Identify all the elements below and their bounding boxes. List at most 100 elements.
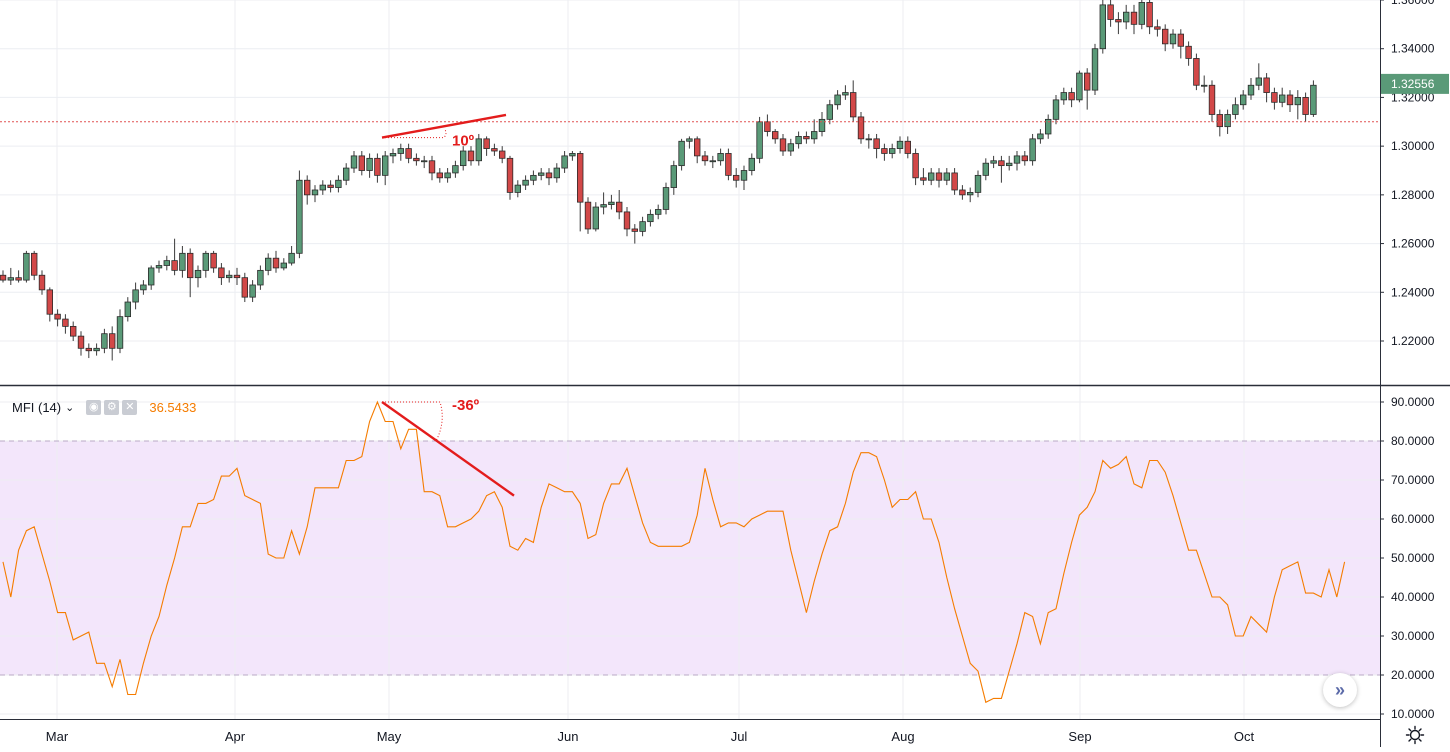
candle[interactable] <box>896 140 904 149</box>
candle[interactable] <box>397 148 404 154</box>
candle[interactable] <box>171 260 178 271</box>
candle[interactable] <box>280 262 287 269</box>
candle[interactable] <box>623 211 631 230</box>
candle[interactable] <box>920 177 927 181</box>
candle[interactable] <box>1255 77 1262 86</box>
candle[interactable] <box>850 92 857 118</box>
candle[interactable] <box>584 201 592 230</box>
candle[interactable] <box>709 160 716 163</box>
candle[interactable] <box>233 274 241 279</box>
candle[interactable] <box>163 260 170 266</box>
candle[interactable] <box>647 213 654 223</box>
candle[interactable] <box>327 184 334 188</box>
candle[interactable] <box>538 172 545 176</box>
candle[interactable] <box>631 228 638 232</box>
candle[interactable] <box>1123 11 1130 23</box>
candle[interactable] <box>1193 58 1200 86</box>
candle[interactable] <box>803 135 810 140</box>
candle[interactable] <box>1076 72 1083 101</box>
candle[interactable] <box>30 252 38 276</box>
candle[interactable] <box>420 160 428 163</box>
candle[interactable] <box>444 172 451 179</box>
candle[interactable] <box>545 172 553 179</box>
candle[interactable] <box>46 289 53 315</box>
candle[interactable] <box>77 335 85 349</box>
candle[interactable] <box>733 174 740 181</box>
candle[interactable] <box>288 252 295 264</box>
candle[interactable] <box>530 174 537 181</box>
candle[interactable] <box>459 150 467 167</box>
candle[interactable] <box>569 153 576 157</box>
candle[interactable] <box>179 252 186 271</box>
candle[interactable] <box>218 267 225 279</box>
candle[interactable] <box>857 116 865 140</box>
candle[interactable] <box>655 209 662 215</box>
candle[interactable] <box>826 104 833 120</box>
candle[interactable] <box>389 153 397 157</box>
candle[interactable] <box>662 187 670 210</box>
candle[interactable] <box>740 170 748 181</box>
candle[interactable] <box>366 157 373 171</box>
candle[interactable] <box>319 184 326 191</box>
scroll-to-realtime-button[interactable]: » <box>1323 673 1357 707</box>
candle[interactable] <box>600 204 607 208</box>
candle[interactable] <box>257 269 264 286</box>
candle[interactable] <box>1084 72 1091 91</box>
candle[interactable] <box>1130 11 1138 25</box>
candle[interactable] <box>225 274 233 279</box>
candle[interactable] <box>101 333 108 349</box>
candle[interactable] <box>811 131 818 140</box>
candle[interactable] <box>1115 19 1122 23</box>
candle[interactable] <box>452 165 459 174</box>
candle[interactable] <box>194 269 202 279</box>
candle[interactable] <box>186 252 194 279</box>
candle[interactable] <box>1201 84 1208 87</box>
candle[interactable] <box>124 301 131 318</box>
candle[interactable] <box>795 135 802 145</box>
candle[interactable] <box>15 277 22 281</box>
candle[interactable] <box>1021 155 1028 162</box>
eye-icon[interactable]: ◉ <box>86 399 102 415</box>
candle[interactable] <box>1240 94 1247 106</box>
candle[interactable] <box>1107 4 1114 20</box>
candle[interactable] <box>1162 28 1169 45</box>
candle[interactable] <box>834 94 841 106</box>
candle[interactable] <box>678 140 685 167</box>
candle[interactable] <box>787 143 794 152</box>
gear-icon[interactable]: ⚙ <box>104 399 120 415</box>
candle[interactable] <box>522 179 529 186</box>
candle[interactable] <box>413 157 420 162</box>
candle[interactable] <box>155 265 163 269</box>
candle[interactable] <box>873 138 880 149</box>
candle[interactable] <box>717 153 724 162</box>
candle[interactable] <box>725 153 732 176</box>
candle[interactable] <box>436 172 443 179</box>
candle[interactable] <box>1247 84 1255 96</box>
candle[interactable] <box>54 313 61 320</box>
candle[interactable] <box>951 172 958 191</box>
candle[interactable] <box>881 148 888 154</box>
mfi-legend[interactable]: MFI (14) ⌄ ◉ ⚙ ✕ 36.5433 <box>12 397 196 417</box>
candle[interactable] <box>1099 4 1106 50</box>
candle[interactable] <box>990 160 997 164</box>
candle[interactable] <box>1045 118 1052 135</box>
candle[interactable] <box>904 140 911 154</box>
mfi-legend-name[interactable]: MFI (14) <box>12 399 62 415</box>
candle[interactable] <box>381 155 389 176</box>
candle[interactable] <box>210 252 217 269</box>
candle[interactable] <box>959 189 966 196</box>
candle[interactable] <box>686 138 693 142</box>
candle[interactable] <box>1154 26 1161 30</box>
candle[interactable] <box>982 162 989 176</box>
candle[interactable] <box>1006 162 1013 167</box>
candle[interactable] <box>694 138 701 157</box>
candle[interactable] <box>928 172 935 181</box>
candle[interactable] <box>1279 94 1286 103</box>
candle[interactable] <box>608 201 615 206</box>
candle[interactable] <box>1091 48 1099 91</box>
candle[interactable] <box>467 150 475 162</box>
candle[interactable] <box>428 160 436 174</box>
candle[interactable] <box>23 252 30 281</box>
candle[interactable] <box>943 172 950 181</box>
